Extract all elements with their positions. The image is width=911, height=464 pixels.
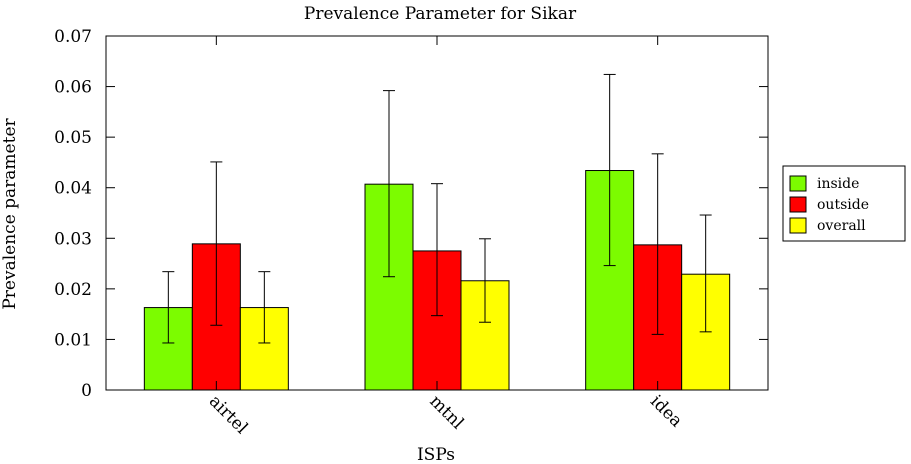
legend-label-outside: outside <box>817 197 869 213</box>
legend-label-overall: overall <box>817 218 866 234</box>
x-tick-label-airtel: airtel <box>205 391 252 438</box>
x-tick-label-idea: idea <box>646 391 686 431</box>
y-tick-label: 0.03 <box>54 229 92 249</box>
legend-swatch-overall <box>789 217 807 234</box>
legend-label-inside: inside <box>817 176 859 192</box>
y-tick-label: 0.07 <box>54 27 92 47</box>
y-tick-label: 0.05 <box>54 128 92 148</box>
y-tick-label: 0.06 <box>54 78 92 98</box>
legend: inside outside overall <box>782 165 906 242</box>
y-tick-label: 0.04 <box>54 179 92 199</box>
plot-frame <box>105 35 769 391</box>
legend-swatch-outside <box>789 196 807 213</box>
y-tick-label: 0 <box>81 381 92 401</box>
y-tick-label: 0.01 <box>54 330 92 350</box>
y-axis-label: Prevalence parameter <box>0 117 20 309</box>
legend-swatch-inside <box>789 175 807 192</box>
x-axis-label: ISPs <box>417 445 455 464</box>
x-tick-label-mtnl: mtnl <box>425 391 467 433</box>
y-tick-label: 0.02 <box>54 280 92 300</box>
plot-area: 0 0.01 0.02 0.03 0.04 0.05 0.06 0.07 airtel mtnl i… <box>54 27 769 438</box>
chart-title: Prevalence Parameter for Sikar <box>304 4 577 24</box>
